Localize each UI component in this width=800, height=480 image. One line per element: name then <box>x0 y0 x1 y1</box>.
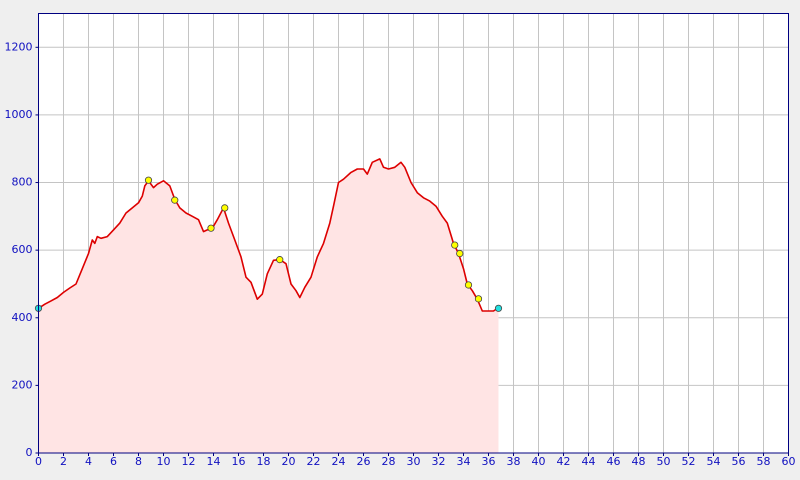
x-tick-label: 20 <box>282 455 296 468</box>
x-tick-label: 48 <box>632 455 646 468</box>
waypoint <box>221 204 229 212</box>
x-tick-label: 16 <box>232 455 246 468</box>
waypoint <box>464 281 473 289</box>
x-tick-label: 38 <box>507 455 521 468</box>
x-tick-label: 52 <box>682 455 696 468</box>
y-tick-label: 800 <box>12 176 33 189</box>
x-tick-label: 28 <box>382 455 396 468</box>
waypoint <box>207 224 215 232</box>
x-tick-label: 26 <box>357 455 371 468</box>
x-tick-label: 46 <box>607 455 621 468</box>
waypoint <box>456 249 464 258</box>
y-tick-label: 200 <box>12 378 33 391</box>
x-tick-label: 10 <box>157 455 171 468</box>
x-tick-label: 54 <box>707 455 721 468</box>
x-tick-label: 18 <box>257 455 271 468</box>
x-tick-label: 0 <box>35 455 42 468</box>
waypoint <box>171 196 179 204</box>
x-tick-label: 34 <box>457 455 471 468</box>
x-tick-label: 8 <box>135 455 142 468</box>
endpoint <box>494 304 503 312</box>
x-tick-label: 60 <box>782 455 796 468</box>
y-tick-label: 1000 <box>5 108 33 121</box>
waypoint <box>474 295 483 303</box>
y-tick-label: 1200 <box>5 40 33 53</box>
x-tick-label: 22 <box>307 455 321 468</box>
x-tick-label: 58 <box>757 455 771 468</box>
x-tick-label: 32 <box>432 455 446 468</box>
x-tick-label: 14 <box>207 455 221 468</box>
waypoint <box>451 241 459 249</box>
y-tick-label: 400 <box>12 311 33 324</box>
plot: 0 2 4 6 8 10 12 14 16 18 20 22 24 26 28 30 32 34 36 38 40 42 4… <box>5 13 796 468</box>
x-tick-label: 36 <box>482 455 496 468</box>
y-tick-label: 600 <box>12 243 33 256</box>
x-tick-label: 2 <box>60 455 67 468</box>
y-tick-label: 0 <box>26 446 33 459</box>
x-tick-label: 40 <box>532 455 546 468</box>
elevation-line <box>38 158 499 312</box>
x-tick-label: 56 <box>732 455 746 468</box>
x-tick-label: 50 <box>657 455 671 468</box>
x-tick-label: 12 <box>182 455 196 468</box>
x-tick-label: 44 <box>582 455 596 468</box>
x-tick-label: 4 <box>85 455 92 468</box>
x-tick-label: 30 <box>407 455 421 468</box>
area-fill <box>38 158 499 453</box>
waypoint <box>276 256 284 264</box>
plot-frame <box>38 13 789 454</box>
x-tick-label: 6 <box>110 455 117 468</box>
waypoint <box>144 176 153 184</box>
x-tick-label: 42 <box>557 455 571 468</box>
x-tick-label: 24 <box>332 455 346 468</box>
